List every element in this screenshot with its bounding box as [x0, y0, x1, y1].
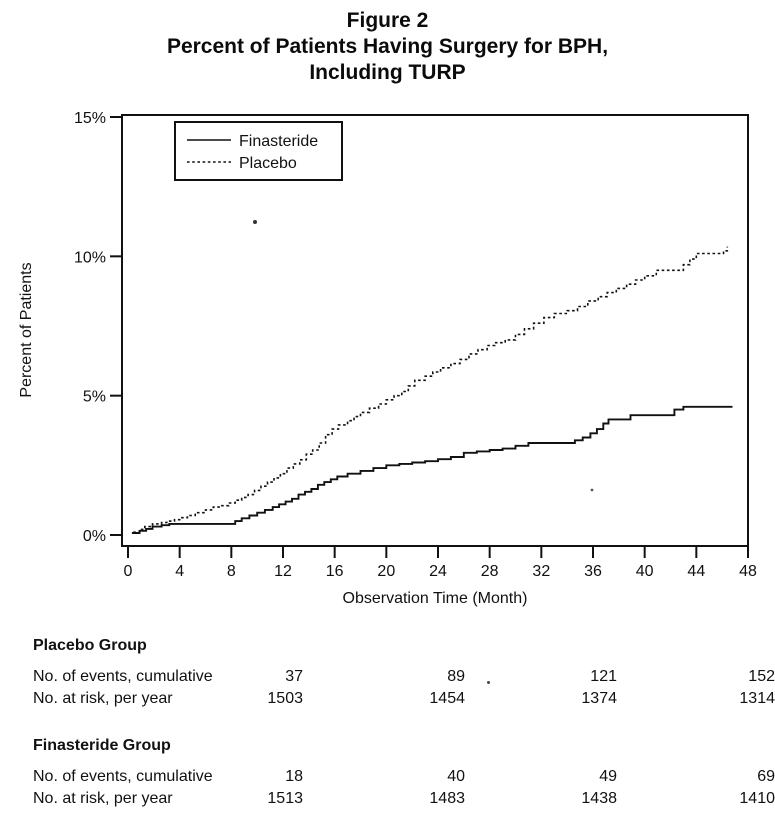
placebo-group-table: Placebo Group No. of events, cumulative … — [33, 636, 775, 710]
cell-value: 49 — [599, 768, 617, 785]
figure-title-line3: Including TURP — [309, 61, 466, 84]
km-surgery-chart: 0%5%10%15%0 4 8 12 16 20 24 28 32 36 40 44 48Finaste… — [74, 110, 757, 580]
y-tick-label: 10% — [74, 249, 106, 266]
table-row: No. of events, cumulative 37 89 121 152 — [33, 666, 775, 688]
x-tick-label: 0 — [124, 563, 133, 580]
legend-label-placebo: Placebo — [239, 155, 297, 172]
cell-value: 1513 — [267, 790, 303, 807]
table-row: No. at risk, per year 1503 1454 1374 131… — [33, 688, 775, 710]
series-line-finasteride — [131, 405, 733, 534]
x-tick-label: 28 — [481, 563, 499, 580]
x-tick-label: 12 — [274, 563, 292, 580]
cell-value: 1410 — [739, 790, 775, 807]
figure-title: Figure 2 Percent of Patients Having Surg… — [0, 8, 775, 86]
cell-value: 1483 — [429, 790, 465, 807]
cell-value: 1374 — [581, 690, 617, 707]
table-row: No. of events, cumulative 18 40 49 69 — [33, 766, 775, 788]
row-label: No. of events, cumulative — [33, 668, 213, 685]
cell-value: 1314 — [739, 690, 775, 707]
scan-speck — [590, 488, 594, 492]
legend-label-finasteride: Finasteride — [239, 133, 318, 150]
x-tick-label: 44 — [687, 563, 705, 580]
plot-frame — [121, 114, 749, 547]
row-label: No. of events, cumulative — [33, 768, 213, 785]
figure-title-line1: Figure 2 — [346, 9, 429, 32]
x-tick-label: 20 — [377, 563, 395, 580]
cell-value: 69 — [757, 768, 775, 785]
x-tick-label: 48 — [739, 563, 757, 580]
finasteride-group-table: Finasteride Group No. of events, cumulat… — [33, 736, 775, 810]
scan-speck — [253, 220, 257, 224]
cell-value: 40 — [447, 768, 465, 785]
x-tick-label: 16 — [326, 563, 344, 580]
finasteride-group-header: Finasteride Group — [33, 737, 171, 754]
cell-value: 37 — [285, 668, 303, 685]
series-line-placebo — [133, 246, 729, 533]
scan-speck — [487, 681, 490, 684]
x-tick-label: 36 — [584, 563, 602, 580]
row-label: No. at risk, per year — [33, 790, 173, 807]
cell-value: 18 — [285, 768, 303, 785]
x-tick-label: 4 — [175, 563, 184, 580]
cell-value: 152 — [748, 668, 775, 685]
x-tick-label: 24 — [429, 563, 447, 580]
cell-value: 1454 — [429, 690, 465, 707]
figure-title-line2: Percent of Patients Having Surgery for B… — [166, 35, 609, 58]
y-axis-label: Percent of Patients — [18, 262, 35, 398]
cell-value: 1438 — [581, 790, 617, 807]
legend-box — [174, 121, 343, 181]
x-tick-label: 8 — [227, 563, 236, 580]
row-label: No. at risk, per year — [33, 690, 173, 707]
placebo-group-header: Placebo Group — [33, 637, 147, 654]
y-tick-label: 0% — [83, 528, 106, 545]
x-tick-label: 32 — [532, 563, 550, 580]
cell-value: 89 — [447, 668, 465, 685]
cell-value: 1503 — [267, 690, 303, 707]
table-row: No. at risk, per year 1513 1483 1438 141… — [33, 788, 775, 810]
x-tick-label: 40 — [636, 563, 654, 580]
cell-value: 121 — [590, 668, 617, 685]
y-tick-label: 5% — [83, 389, 106, 406]
x-axis-label: Observation Time (Month) — [342, 590, 528, 607]
y-tick-label: 15% — [74, 110, 106, 127]
